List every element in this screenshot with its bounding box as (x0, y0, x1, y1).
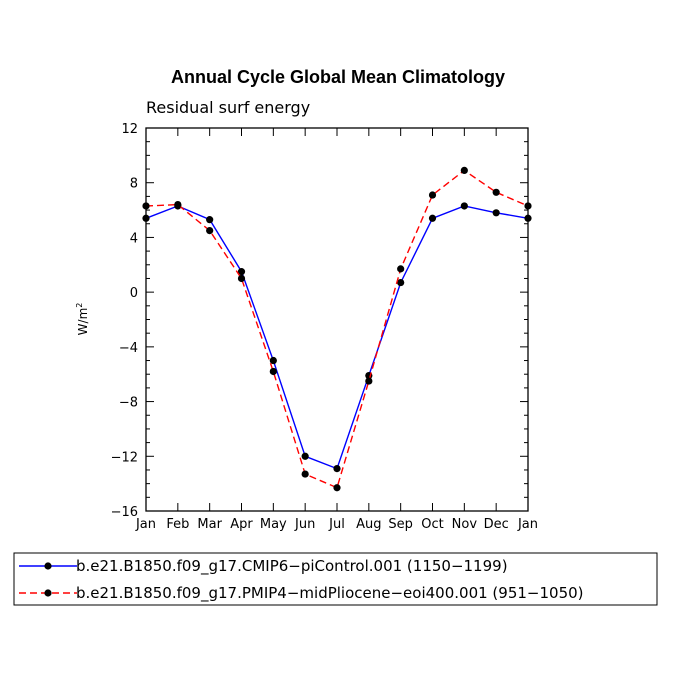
x-axis: Jan Feb Mar Apr May Jun Jul Aug Sep Oct Nov Dec Jan (135, 128, 538, 532)
x-tick-label: Feb (166, 517, 189, 532)
y-tick-label: −16 (111, 505, 138, 520)
series-line-2 (145, 169, 529, 489)
x-tick-label: Dec (484, 517, 509, 532)
data-point-series-2 (174, 201, 182, 209)
legend: b.e21.B1850.f09_g17.CMIP6−piControl.001 … (13, 552, 658, 606)
data-point-series-2 (460, 166, 468, 175)
data-point-series-2 (397, 265, 405, 273)
x-tick-label: Nov (452, 517, 478, 532)
data-point-series-1 (301, 452, 309, 460)
x-tick-label: Oct (421, 517, 443, 532)
data-point-series-2 (301, 470, 309, 478)
x-tick-label: Jul (328, 517, 345, 532)
x-tick-label: Jan (135, 517, 156, 532)
data-point-series-1 (269, 356, 277, 365)
y-axis: −16 −12 −8 −4 0 4 8 12 (111, 122, 528, 520)
y-tick-label: −4 (119, 341, 138, 356)
x-tick-label: May (260, 517, 287, 532)
data-point-series-2 (428, 191, 437, 199)
y-tick-label: −12 (111, 450, 138, 465)
x-tick-label: Jan (517, 517, 538, 532)
data-point-series-1 (206, 216, 214, 224)
legend-marker-2 (44, 589, 52, 597)
y-tick-label: 8 (130, 177, 138, 192)
y-axis-label-unit: W/m (76, 308, 90, 336)
data-point-series-2 (206, 226, 214, 235)
data-point-series-1 (142, 214, 150, 222)
data-point-series-1 (524, 214, 532, 222)
x-tick-label: Aug (356, 517, 381, 532)
data-point-series-1 (237, 268, 246, 276)
data-point-series-1 (492, 209, 500, 217)
data-point-series-1 (460, 202, 468, 210)
plot-frame (145, 127, 529, 512)
legend-label-1: b.e21.B1850.f09_g17.CMIP6−piControl.001 … (76, 557, 508, 576)
y-tick-label: 0 (130, 286, 138, 301)
legend-label-2: b.e21.B1850.f09_g17.PMIP4−midPliocene−eo… (76, 584, 584, 603)
y-axis-label-exponent: 2 (75, 303, 84, 308)
series-line-1 (145, 205, 529, 470)
legend-box (13, 552, 658, 606)
data-point-series-2 (333, 484, 341, 492)
data-point-series-2 (142, 202, 150, 210)
series-layer (142, 166, 532, 492)
data-point-series-1 (397, 278, 405, 287)
chart-subtitle: Residual surf energy (146, 98, 310, 117)
data-point-series-1 (333, 464, 341, 473)
data-point-series-2 (237, 274, 246, 283)
legend-marker-1 (44, 562, 52, 570)
data-point-series-2 (269, 367, 277, 376)
x-tick-label: Sep (388, 517, 413, 532)
y-tick-label: 4 (130, 231, 138, 246)
data-point-series-2 (524, 202, 532, 210)
y-tick-label: 12 (121, 122, 138, 137)
data-point-series-2 (365, 377, 373, 385)
chart-title: Annual Cycle Global Mean Climatology (171, 67, 505, 87)
x-tick-label: Mar (197, 517, 222, 532)
y-axis-label: W/m2 (75, 303, 90, 336)
data-point-series-1 (428, 214, 437, 222)
data-point-series-2 (492, 188, 500, 196)
y-tick-label: −8 (119, 396, 138, 411)
x-tick-label: Jun (294, 517, 315, 532)
x-tick-label: Apr (230, 517, 253, 532)
